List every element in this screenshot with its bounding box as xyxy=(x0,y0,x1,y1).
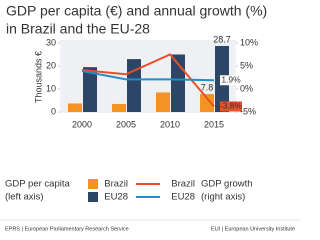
data-label-box xyxy=(220,75,242,86)
x-tick-label: 2010 xyxy=(160,119,180,129)
data-label: 7.8 xyxy=(201,82,214,92)
y-tick-label: 20 xyxy=(46,60,56,70)
chart-title: GDP per capita (€) and annual growth (%) xyxy=(6,3,267,19)
data-label: 1.9% xyxy=(221,75,241,85)
legend-title: (left axis) xyxy=(5,192,44,203)
footer-right: EUI | European University Institute xyxy=(211,226,295,232)
data-label-box xyxy=(220,101,242,112)
chart: GDP per capita (€) and annual growth (%)… xyxy=(0,3,300,232)
legend-swatch xyxy=(88,179,98,189)
legend-label: Brazil xyxy=(171,179,195,190)
legend-title: (right axis) xyxy=(201,192,245,203)
y-tick-label: 0 xyxy=(51,106,56,116)
bar xyxy=(127,59,141,112)
legend-label: EU28 xyxy=(104,192,128,203)
legend-title: GDP growth xyxy=(201,179,253,190)
x-tick-label: 2005 xyxy=(116,119,136,129)
legend-label: Brazil xyxy=(104,179,128,190)
chart-title: in Brazil and the EU-28 xyxy=(6,21,150,37)
y2-tick-label: 10% xyxy=(240,37,258,47)
y-tick-label: 30 xyxy=(46,37,56,47)
bar xyxy=(112,103,126,112)
data-label: 28.7 xyxy=(213,34,231,44)
y-tick-label: 10 xyxy=(46,83,56,93)
bar xyxy=(68,103,82,112)
y2-tick-label: 0% xyxy=(240,83,253,93)
legend-title: GDP per capita xyxy=(5,179,70,190)
footer-left: EPRS | European Parliamentary Research S… xyxy=(5,226,129,232)
line xyxy=(81,70,215,82)
x-tick-label: 2000 xyxy=(72,119,92,129)
bar xyxy=(156,92,170,112)
y2-tick-label: 5% xyxy=(240,60,253,70)
y-axis-label: Thousands € xyxy=(33,51,43,103)
legend-label: EU28 xyxy=(171,192,195,203)
legend-swatch xyxy=(88,192,98,202)
x-tick-label: 2015 xyxy=(204,119,224,129)
y2-tick-label: -5% xyxy=(240,106,256,116)
bar xyxy=(83,67,97,112)
bar xyxy=(200,94,214,112)
data-label: -3.8% xyxy=(220,101,243,111)
